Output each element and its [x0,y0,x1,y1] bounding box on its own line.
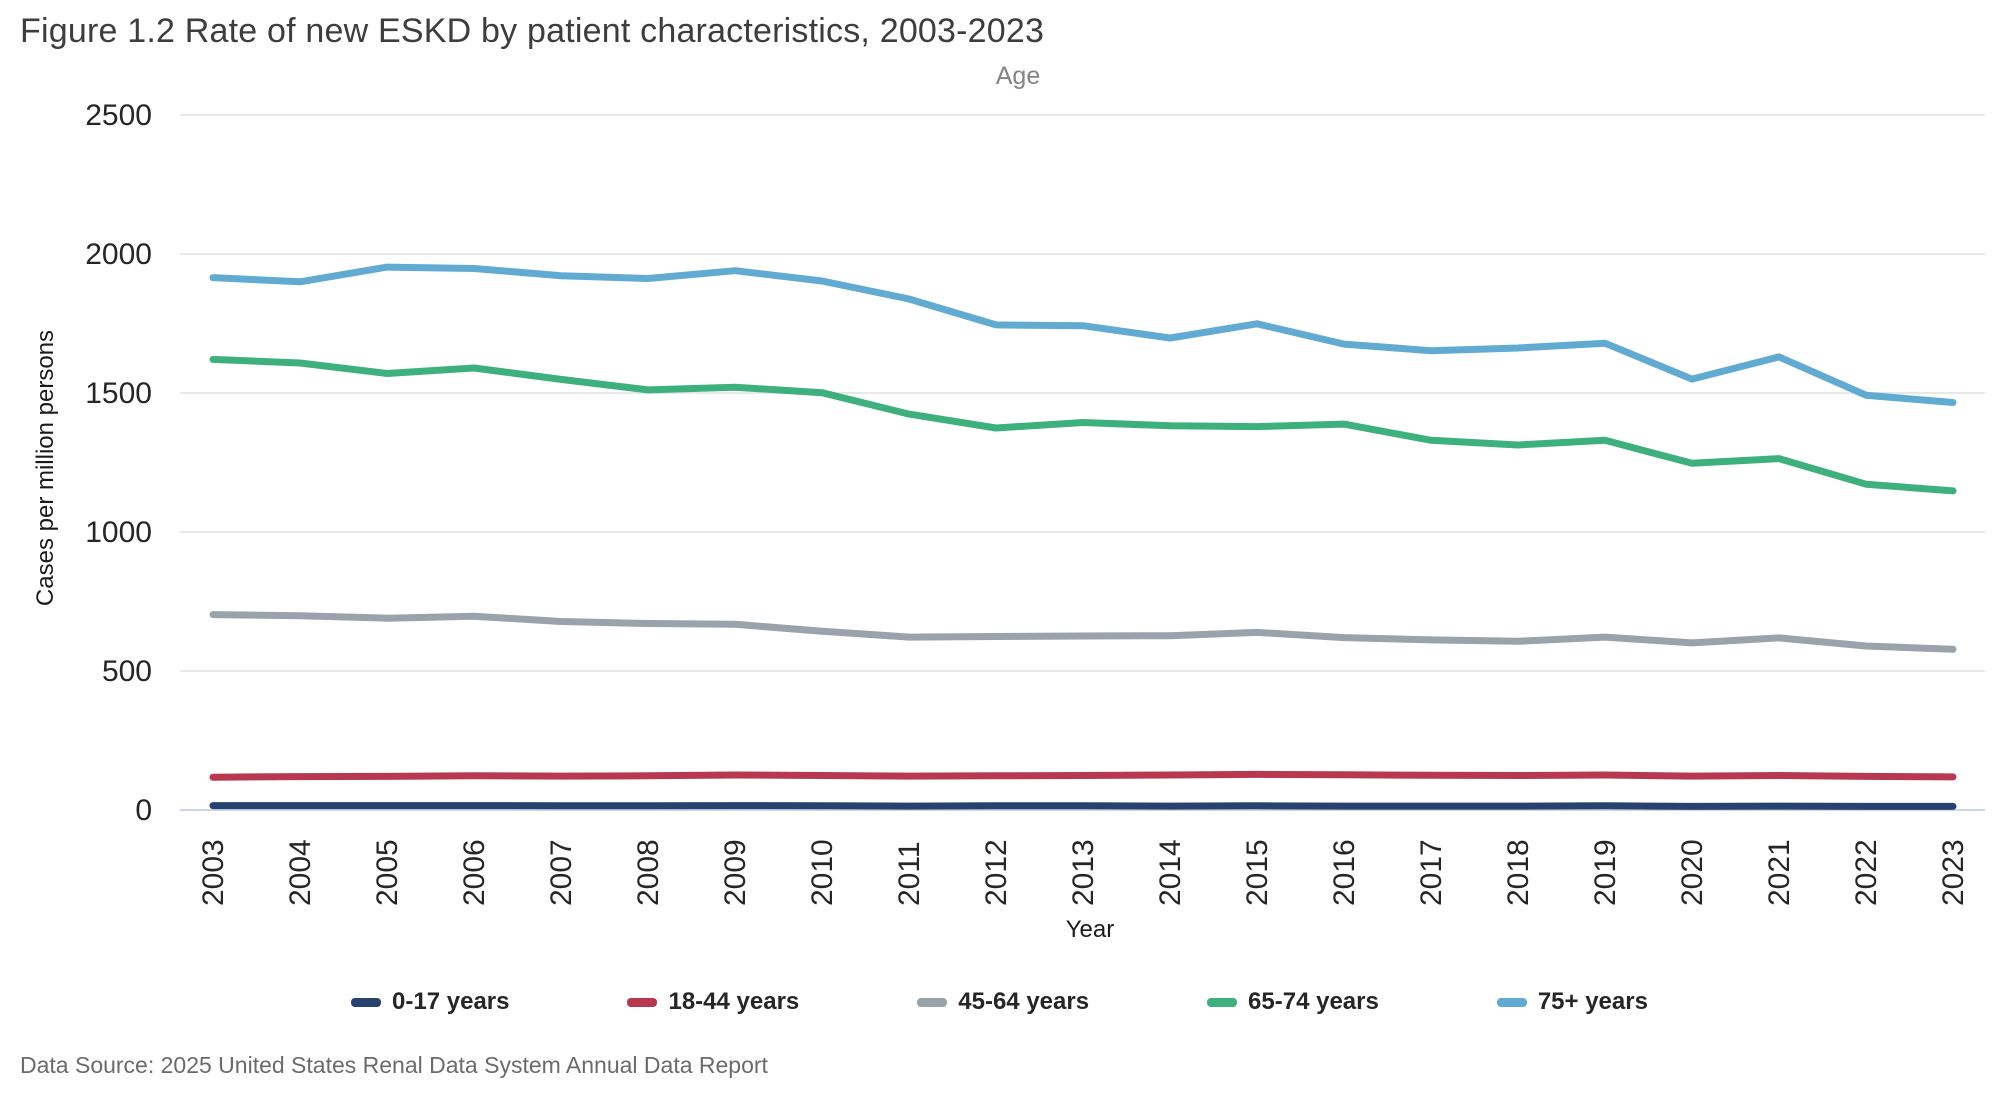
x-tick-label: 2023 [1937,839,1970,906]
chart-subtitle: Age [995,62,1041,90]
x-tick-label: 2013 [1067,839,1100,906]
y-tick-label: 2000 [85,238,152,271]
y-tick-label: 0 [135,794,152,827]
legend-label: 0-17 years [392,988,510,1015]
series-line-45-64-years [209,611,1957,653]
series-line-0-17-years [209,802,1957,810]
legend-swatch-0-17-years [351,997,382,1007]
x-tick-label: 2009 [719,839,752,906]
x-tick-label: 2019 [1589,839,1622,906]
legend-swatch-65-74-years [1207,997,1238,1007]
legend-label: 18-44 years [668,988,800,1015]
legend-item-18-44-years: 18-44 years [627,988,799,1016]
legend-item-45-64-years: 45-64 years [917,988,1089,1016]
x-tick-label: 2011 [893,841,926,906]
legend-item-0-17-years: 0-17 years [351,988,509,1016]
x-tick-label: 2018 [1502,839,1535,906]
chart-legend: 0-17 years 18-44 years 45-64 years 65-74 ye… [0,988,1999,1016]
legend-swatch-75-years [1496,997,1527,1007]
x-tick-label: 2010 [806,839,839,906]
x-tick-label: 2015 [1241,839,1274,906]
x-tick-label: 2020 [1676,839,1709,906]
y-tick-label: 2500 [85,99,152,132]
x-tick-label: 2005 [371,839,404,906]
x-tick-label: 2003 [197,839,230,906]
x-tick-label: 2006 [458,839,491,906]
y-tick-label: 1000 [85,516,152,549]
x-tick-label: 2016 [1328,839,1361,906]
legend-swatch-45-64-years [917,997,948,1007]
x-tick-label: 2007 [545,839,578,906]
legend-item-65-74-years: 65-74 years [1207,988,1379,1016]
x-tick-label: 2008 [632,839,665,906]
x-tick-label: 2012 [980,839,1013,906]
series-line-65-74-years [209,355,1957,495]
legend-swatch-18-44-years [627,997,658,1007]
x-axis-title: Year [1065,916,1115,943]
x-tick-label: 2014 [1154,839,1187,906]
y-tick-label: 1500 [85,377,152,410]
data-source-note: Data Source: 2025 United States Renal Da… [20,1052,768,1078]
legend-label: 65-74 years [1248,988,1379,1015]
x-tick-label: 2017 [1415,839,1448,906]
legend-label: 75+ years [1537,988,1648,1015]
x-tick-label: 2022 [1850,839,1883,906]
y-tick-label: 500 [102,655,152,688]
legend-item-75-years: 75+ years [1496,988,1648,1016]
x-tick-label: 2004 [284,839,317,906]
legend-label: 45-64 years [958,988,1090,1015]
series-line-75-years [209,263,1957,406]
series-line-18-44-years [209,770,1957,781]
x-tick-label: 2021 [1763,839,1796,906]
chart-title: Figure 1.2 Rate of new ESKD by patient c… [20,12,1045,50]
